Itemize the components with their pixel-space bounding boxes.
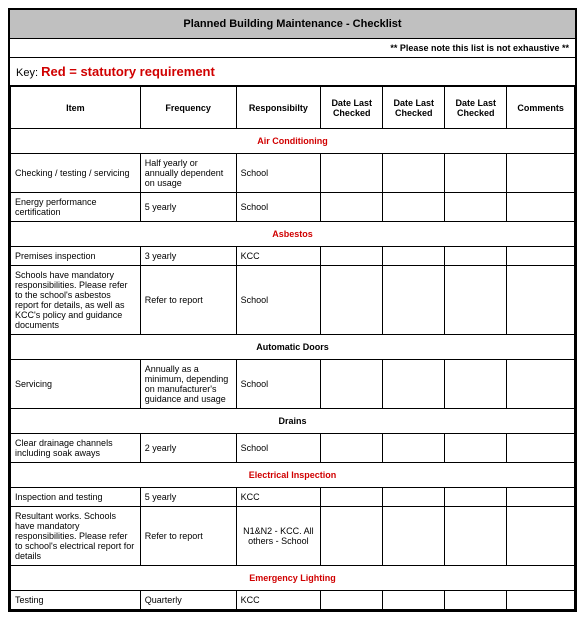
- cell-date-3: [445, 266, 507, 335]
- cell-date-3: [445, 434, 507, 463]
- col-date-3: Date Last Checked: [445, 87, 507, 129]
- cell-item: Inspection and testing: [11, 488, 141, 507]
- cell-responsibility: School: [236, 193, 321, 222]
- cell-date-1: [321, 193, 383, 222]
- cell-item: Testing: [11, 591, 141, 610]
- cell-frequency: Half yearly or annually dependent on usa…: [140, 154, 236, 193]
- cell-comments: [507, 360, 575, 409]
- cell-frequency: 2 yearly: [140, 434, 236, 463]
- section-header: Asbestos: [11, 222, 575, 247]
- cell-date-2: [383, 507, 445, 566]
- section-title: Electrical Inspection: [11, 463, 575, 488]
- cell-responsibility: School: [236, 154, 321, 193]
- cell-frequency: Quarterly: [140, 591, 236, 610]
- cell-responsibility: School: [236, 266, 321, 335]
- cell-item: Energy performance certification: [11, 193, 141, 222]
- cell-date-3: [445, 154, 507, 193]
- cell-comments: [507, 266, 575, 335]
- table-row: Premises inspection3 yearlyKCC: [11, 247, 575, 266]
- cell-frequency: Refer to report: [140, 266, 236, 335]
- cell-responsibility: KCC: [236, 591, 321, 610]
- table-row: Energy performance certification5 yearly…: [11, 193, 575, 222]
- table-row: Resultant works. Schools have mandatory …: [11, 507, 575, 566]
- cell-comments: [507, 591, 575, 610]
- cell-date-1: [321, 154, 383, 193]
- col-item: Item: [11, 87, 141, 129]
- cell-item: Premises inspection: [11, 247, 141, 266]
- cell-date-3: [445, 360, 507, 409]
- cell-item: Servicing: [11, 360, 141, 409]
- cell-date-1: [321, 507, 383, 566]
- cell-frequency: Annually as a minimum, depending on manu…: [140, 360, 236, 409]
- key-bar: Key: Red = statutory requirement: [10, 58, 575, 86]
- section-title: Air Conditioning: [11, 129, 575, 154]
- section-header: Air Conditioning: [11, 129, 575, 154]
- cell-comments: [507, 507, 575, 566]
- table-row: Checking / testing / servicingHalf yearl…: [11, 154, 575, 193]
- cell-date-2: [383, 488, 445, 507]
- section-header: Drains: [11, 409, 575, 434]
- cell-date-1: [321, 247, 383, 266]
- section-header: Emergency Lighting: [11, 566, 575, 591]
- cell-item: Clear drainage channels including soak a…: [11, 434, 141, 463]
- cell-comments: [507, 247, 575, 266]
- cell-date-3: [445, 488, 507, 507]
- cell-comments: [507, 193, 575, 222]
- cell-date-2: [383, 193, 445, 222]
- col-comments: Comments: [507, 87, 575, 129]
- cell-responsibility: KCC: [236, 247, 321, 266]
- section-header: Electrical Inspection: [11, 463, 575, 488]
- cell-date-3: [445, 247, 507, 266]
- cell-date-1: [321, 360, 383, 409]
- cell-frequency: 3 yearly: [140, 247, 236, 266]
- section-title: Automatic Doors: [11, 335, 575, 360]
- table-row: Clear drainage channels including soak a…: [11, 434, 575, 463]
- key-value: Red = statutory requirement: [41, 64, 215, 79]
- cell-responsibility: KCC: [236, 488, 321, 507]
- cell-date-3: [445, 193, 507, 222]
- cell-date-2: [383, 434, 445, 463]
- cell-date-2: [383, 247, 445, 266]
- col-responsibility: Responsibilty: [236, 87, 321, 129]
- col-date-2: Date Last Checked: [383, 87, 445, 129]
- cell-responsibility: School: [236, 360, 321, 409]
- col-frequency: Frequency: [140, 87, 236, 129]
- section-title: Emergency Lighting: [11, 566, 575, 591]
- cell-responsibility: School: [236, 434, 321, 463]
- col-date-1: Date Last Checked: [321, 87, 383, 129]
- section-header: Automatic Doors: [11, 335, 575, 360]
- cell-comments: [507, 434, 575, 463]
- cell-comments: [507, 154, 575, 193]
- key-label: Key:: [16, 67, 38, 79]
- cell-frequency: Refer to report: [140, 507, 236, 566]
- cell-item: Resultant works. Schools have mandatory …: [11, 507, 141, 566]
- cell-comments: [507, 488, 575, 507]
- cell-date-2: [383, 154, 445, 193]
- cell-item: Schools have mandatory responsibilities.…: [11, 266, 141, 335]
- cell-date-3: [445, 507, 507, 566]
- section-title: Drains: [11, 409, 575, 434]
- cell-frequency: 5 yearly: [140, 488, 236, 507]
- checklist-frame: Planned Building Maintenance - Checklist…: [8, 8, 577, 612]
- cell-date-3: [445, 591, 507, 610]
- section-title: Asbestos: [11, 222, 575, 247]
- table-row: Schools have mandatory responsibilities.…: [11, 266, 575, 335]
- cell-date-2: [383, 360, 445, 409]
- cell-item: Checking / testing / servicing: [11, 154, 141, 193]
- cell-frequency: 5 yearly: [140, 193, 236, 222]
- title-bar: Planned Building Maintenance - Checklist: [10, 10, 575, 39]
- table-row: TestingQuarterlyKCC: [11, 591, 575, 610]
- table-row: Inspection and testing5 yearlyKCC: [11, 488, 575, 507]
- header-row: Item Frequency Responsibilty Date Last C…: [11, 87, 575, 129]
- cell-date-1: [321, 488, 383, 507]
- cell-date-2: [383, 266, 445, 335]
- cell-date-1: [321, 266, 383, 335]
- cell-date-1: [321, 434, 383, 463]
- table-row: ServicingAnnually as a minimum, dependin…: [11, 360, 575, 409]
- cell-responsibility: N1&N2 - KCC. All others - School: [236, 507, 321, 566]
- checklist-table: Item Frequency Responsibilty Date Last C…: [10, 86, 575, 610]
- note-bar: ** Please note this list is not exhausti…: [10, 39, 575, 58]
- cell-date-1: [321, 591, 383, 610]
- cell-date-2: [383, 591, 445, 610]
